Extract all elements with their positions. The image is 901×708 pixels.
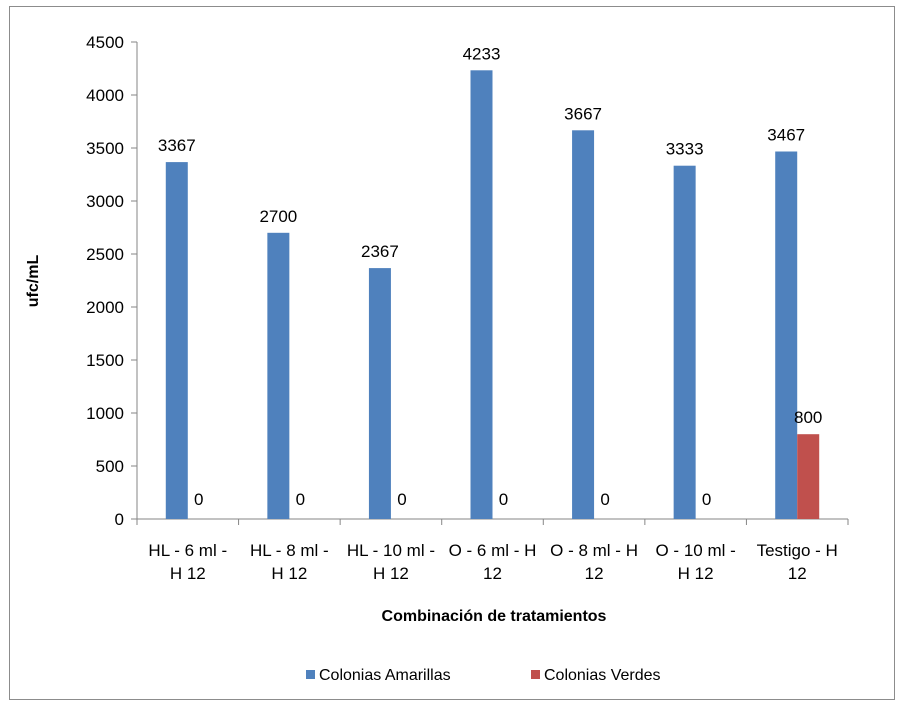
data-label: 0: [194, 490, 203, 509]
x-axis: HL - 6 ml -H 12 HL - 8 ml -H 12 HL - 10 ml…: [136, 518, 849, 583]
bars-group: [165, 70, 820, 520]
x-tick-label: O - 6 ml - H 12: [449, 541, 537, 583]
legend-swatch: [306, 670, 315, 679]
y-tick-label: 4500: [86, 33, 124, 52]
y-axis: 0 500 1000 1500 2000 2500 3000 3500 4000 4500: [86, 33, 138, 529]
data-label: 3333: [666, 140, 704, 159]
bar: [470, 70, 493, 519]
data-label: 2367: [361, 242, 399, 261]
bar: [165, 162, 188, 519]
y-tick-label: 2500: [86, 245, 124, 264]
data-label: 4233: [463, 44, 501, 63]
bar: [775, 151, 798, 520]
bar: [797, 434, 820, 519]
legend-label: Colonias Amarillas: [319, 667, 451, 684]
y-tick-label: 4000: [86, 86, 124, 105]
y-tick-label: 3500: [86, 139, 124, 158]
legend-label: Colonias Verdes: [544, 667, 661, 684]
data-label: 800: [794, 408, 822, 427]
data-label: 0: [499, 490, 508, 509]
bar: [673, 165, 696, 519]
legend: Colonias Amarillas Colonias Verdes: [306, 667, 661, 684]
x-axis-title: Combinación de tratamientos: [382, 608, 607, 625]
x-tick-label: O - 8 ml - H 12: [550, 541, 638, 583]
x-tick-label: HL - 10 ml -H 12: [347, 541, 435, 583]
y-tick-label: 0: [115, 510, 124, 529]
x-tick-label: HL - 6 ml -H 12: [148, 541, 227, 583]
y-axis-title: ufc/mL: [25, 255, 42, 308]
y-tick-label: 3000: [86, 192, 124, 211]
x-tick-label: Testigo - H 12: [757, 541, 838, 583]
data-label: 0: [397, 490, 406, 509]
data-label: 0: [702, 490, 711, 509]
x-tick-label: HL - 8 ml -H 12: [250, 541, 329, 583]
data-label: 3467: [767, 125, 805, 144]
data-label: 3667: [564, 104, 602, 123]
y-tick-label: 500: [96, 457, 124, 476]
bar: [267, 232, 290, 520]
data-label: 3367: [158, 136, 196, 155]
data-labels-group: 3367 2700 2367 4233 3667 3333 3467 0 0 0 0 0 0 800: [158, 44, 823, 509]
y-tick-label: 1500: [86, 351, 124, 370]
legend-swatch: [531, 670, 540, 679]
data-label: 0: [296, 490, 305, 509]
data-label: 0: [600, 490, 609, 509]
y-tick-label: 1000: [86, 404, 124, 423]
bar: [572, 130, 595, 519]
chart-frame: [9, 6, 895, 700]
x-tick-label: O - 10 ml -H 12: [655, 541, 735, 583]
bar: [368, 268, 391, 519]
y-tick-label: 2000: [86, 298, 124, 317]
data-label: 2700: [259, 207, 297, 226]
